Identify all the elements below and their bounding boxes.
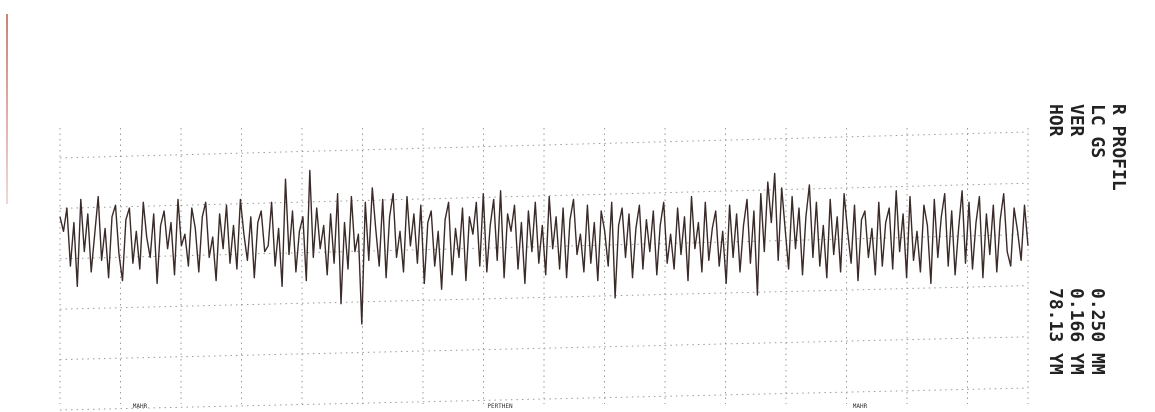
grid-horizontal-line (59, 182, 1029, 209)
horizontal-scale-value: 78.13 YM (1045, 288, 1066, 375)
horizontal-label: HOR (1045, 104, 1066, 137)
brand-label: MAHR (133, 403, 148, 410)
chart-grid (59, 128, 1029, 411)
profile-trace (59, 169, 1029, 325)
vertical-scale-value: 0.166 YM (1066, 288, 1087, 375)
vertical-label: VER (1066, 104, 1087, 137)
filter-label: LC GS (1087, 104, 1108, 158)
brand-label: PERTHEN (487, 403, 513, 410)
grid-horizontal-line (59, 285, 1029, 310)
paper-edge-mark (6, 14, 8, 204)
grid-horizontal-line (59, 387, 1029, 411)
brand-labels: MAHR PERTHEN MAHR (133, 403, 868, 410)
title-label: R PROFIL (1108, 104, 1129, 191)
cutoff-value: 0.250 MM (1087, 288, 1108, 375)
brand-label: MAHR (853, 403, 868, 410)
grid-horizontal-line (59, 336, 1029, 361)
grid-horizontal-line (59, 131, 1029, 159)
